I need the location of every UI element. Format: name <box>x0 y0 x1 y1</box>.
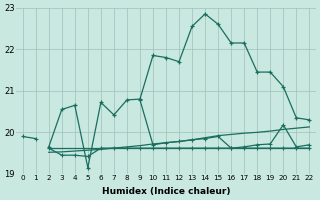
X-axis label: Humidex (Indice chaleur): Humidex (Indice chaleur) <box>102 187 230 196</box>
